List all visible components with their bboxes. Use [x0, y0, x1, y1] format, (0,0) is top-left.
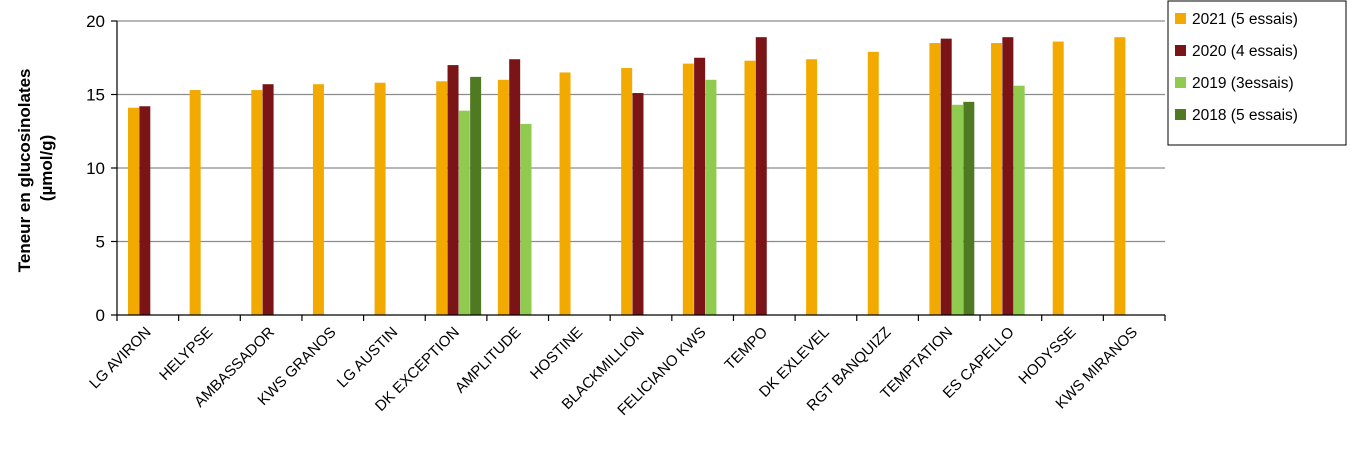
bar-tempo-1: [755, 37, 767, 316]
bars: [128, 37, 1126, 316]
bar-hodysse-0: [1052, 41, 1064, 316]
category-label-hostine: HOSTINE: [527, 324, 586, 383]
bar-kws-miranos-0: [1114, 37, 1126, 316]
category-label-lg-austin: LG AUSTIN: [334, 324, 401, 391]
legend-swatch-1: [1175, 45, 1186, 56]
legend-swatch-2: [1175, 77, 1186, 88]
legend-box: [1167, 0, 1347, 146]
bar-amplitude-0: [497, 79, 509, 315]
bar-feliciano-kws-0: [682, 63, 694, 315]
bar-hostine-0: [559, 72, 571, 315]
bar-lg-aviron-0: [128, 107, 139, 315]
bar-helypse-0: [189, 90, 201, 315]
category-label-lg-aviron: LG AVIRON: [86, 324, 154, 392]
bar-amplitude-1: [509, 59, 521, 315]
category-label-tempo: TEMPO: [721, 324, 771, 374]
bar-dk-exception-3: [470, 76, 482, 315]
y-axis-label: Teneur en glucosinolates (µmol/g): [15, 64, 56, 272]
bar-es-capello-0: [991, 43, 1003, 316]
bar-dk-exception-2: [458, 110, 470, 315]
bar-dk-exlevel-0: [806, 59, 818, 315]
y-tick-label-5: 5: [96, 233, 105, 252]
bar-blackmillion-1: [632, 93, 644, 315]
y-tick-labels: 0 5 10 15 20: [86, 12, 105, 325]
bar-temptation-1: [940, 38, 952, 315]
bar-ambassador-1: [262, 84, 274, 316]
legend-label-2: 2019 (3essais): [1192, 75, 1294, 92]
bar-amplitude-2: [520, 123, 532, 316]
y-tick-label-0: 0: [96, 306, 105, 325]
bar-blackmillion-0: [621, 68, 633, 315]
bar-feliciano-kws-2: [705, 79, 717, 315]
bar-temptation-2: [952, 104, 964, 315]
bar-temptation-3: [963, 101, 975, 315]
bar-rgt-banquizz-0: [867, 51, 879, 316]
bar-feliciano-kws-1: [694, 57, 706, 315]
bar-kws-granos-0: [312, 84, 324, 316]
bar-temptation-0: [929, 43, 941, 316]
y-tick-label-15: 15: [86, 86, 105, 105]
y-axis-label-line-2: (µmol/g): [37, 135, 56, 201]
legend: 2021 (5 essais) 2020 (4 essais) 2019 (3ess…: [1167, 0, 1347, 146]
category-label-amplitude: AMPLITUDE: [452, 324, 525, 397]
bar-ambassador-0: [251, 90, 263, 315]
y-tick-label-10: 10: [86, 159, 105, 178]
y-axis-label-line-1: Teneur en glucosinolates: [15, 69, 34, 273]
axes: [111, 20, 1166, 321]
bar-tempo-0: [744, 60, 756, 315]
y-tick-label-20: 20: [86, 12, 105, 31]
legend-label-0: 2021 (5 essais): [1192, 11, 1298, 28]
category-label-helypse: HELYPSE: [156, 324, 216, 384]
legend-swatch-3: [1175, 109, 1186, 120]
legend-label-3: 2018 (5 essais): [1192, 107, 1298, 124]
bar-es-capello-2: [1013, 85, 1025, 316]
bar-dk-exception-1: [447, 65, 459, 315]
bar-lg-aviron-1: [139, 106, 151, 315]
category-label-hodysse: HODYSSE: [1015, 324, 1079, 388]
bar-dk-exception-0: [436, 81, 448, 316]
bar-es-capello-1: [1002, 37, 1014, 316]
legend-label-1: 2020 (4 essais): [1192, 43, 1298, 60]
legend-swatch-0: [1175, 13, 1186, 24]
bar-lg-austin-0: [374, 82, 386, 316]
